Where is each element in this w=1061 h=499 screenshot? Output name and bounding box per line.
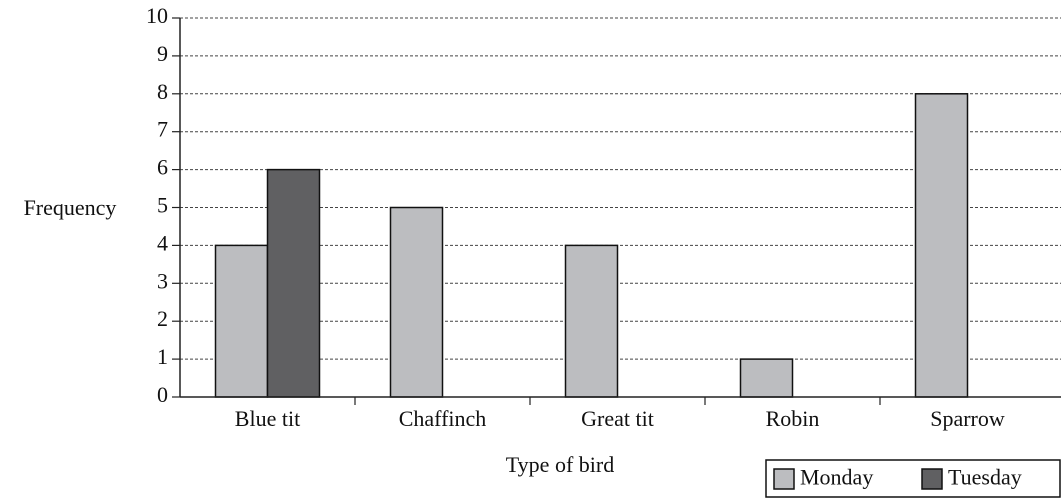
bar — [914, 93, 969, 398]
y-tick-label: 9 — [157, 41, 168, 66]
x-tick-label: Sparrow — [930, 406, 1005, 431]
x-tick-label: Blue tit — [235, 406, 300, 431]
y-tick-label: 2 — [157, 306, 168, 331]
y-tick-label: 7 — [157, 117, 168, 142]
x-axis-label: Type of bird — [506, 452, 614, 477]
y-tick-label: 10 — [146, 3, 168, 28]
bar — [266, 168, 321, 398]
y-axis-label: Frequency — [24, 195, 117, 220]
bar — [389, 206, 444, 398]
legend-box — [765, 459, 1061, 498]
x-tick-label: Chaffinch — [399, 406, 487, 431]
legend-label: Tuesday — [948, 465, 1022, 490]
legend-swatch — [773, 468, 795, 490]
bar — [214, 244, 269, 398]
legend-label: Monday — [800, 465, 873, 490]
y-tick-label: 3 — [157, 268, 168, 293]
x-tick-label: Robin — [766, 406, 820, 431]
bar — [739, 358, 794, 398]
y-tick-label: 8 — [157, 79, 168, 104]
y-tick-label: 6 — [157, 155, 168, 180]
bar — [564, 244, 619, 398]
x-tick-label: Great tit — [581, 406, 654, 431]
y-tick-label: 5 — [157, 193, 168, 218]
y-tick-label: 1 — [157, 344, 168, 369]
y-tick-label: 0 — [157, 382, 168, 407]
y-tick-label: 4 — [157, 230, 168, 255]
legend-swatch — [921, 468, 943, 490]
